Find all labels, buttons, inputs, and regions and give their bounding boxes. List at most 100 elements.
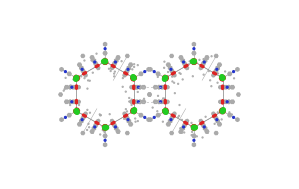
Circle shape [80, 125, 81, 126]
Circle shape [219, 110, 221, 112]
Circle shape [206, 61, 207, 62]
Circle shape [99, 114, 100, 115]
Circle shape [238, 119, 239, 120]
Circle shape [78, 123, 79, 124]
Circle shape [151, 69, 152, 70]
Circle shape [113, 126, 115, 127]
Circle shape [175, 76, 176, 77]
Circle shape [105, 45, 106, 46]
Circle shape [94, 63, 95, 64]
Circle shape [194, 134, 195, 135]
Circle shape [185, 65, 187, 67]
Circle shape [159, 115, 160, 116]
Circle shape [218, 63, 219, 64]
Circle shape [183, 63, 184, 64]
Circle shape [171, 69, 172, 70]
Circle shape [202, 63, 203, 64]
Circle shape [113, 67, 114, 68]
Circle shape [127, 67, 128, 68]
Circle shape [124, 72, 126, 74]
Circle shape [168, 101, 169, 102]
Circle shape [132, 108, 137, 112]
Circle shape [214, 123, 215, 124]
Circle shape [77, 111, 79, 113]
Circle shape [81, 119, 82, 120]
Circle shape [81, 69, 82, 70]
Circle shape [179, 79, 209, 110]
Circle shape [81, 76, 82, 77]
Circle shape [164, 100, 166, 101]
Circle shape [74, 88, 75, 89]
Circle shape [202, 62, 203, 63]
Circle shape [106, 43, 107, 44]
Circle shape [61, 93, 62, 94]
Circle shape [104, 58, 105, 59]
Circle shape [226, 101, 227, 102]
Circle shape [84, 78, 85, 79]
Circle shape [215, 114, 216, 116]
Circle shape [96, 125, 97, 126]
Circle shape [149, 120, 150, 121]
Circle shape [185, 121, 186, 122]
Circle shape [83, 72, 86, 74]
Circle shape [191, 125, 196, 130]
Circle shape [182, 59, 183, 60]
Circle shape [148, 95, 149, 96]
Circle shape [115, 61, 116, 63]
Circle shape [174, 82, 175, 83]
Circle shape [85, 76, 86, 77]
Circle shape [73, 79, 74, 80]
Circle shape [100, 134, 101, 135]
Circle shape [115, 129, 116, 130]
Circle shape [162, 100, 164, 101]
Circle shape [191, 135, 192, 136]
Circle shape [115, 125, 116, 126]
Circle shape [142, 115, 143, 116]
Circle shape [184, 66, 186, 67]
Circle shape [139, 115, 140, 116]
Circle shape [112, 122, 114, 124]
Circle shape [61, 70, 62, 71]
Circle shape [180, 58, 181, 59]
Circle shape [94, 126, 95, 127]
Circle shape [97, 69, 98, 70]
Circle shape [71, 102, 72, 103]
Circle shape [171, 68, 172, 69]
Circle shape [187, 121, 188, 122]
Circle shape [138, 102, 139, 103]
Circle shape [115, 64, 116, 65]
Circle shape [119, 57, 120, 58]
Circle shape [137, 100, 138, 101]
Circle shape [97, 123, 99, 124]
Circle shape [233, 88, 234, 89]
Circle shape [78, 63, 79, 64]
Circle shape [181, 132, 182, 133]
Circle shape [228, 85, 229, 86]
Circle shape [92, 130, 93, 131]
Circle shape [160, 102, 161, 103]
Circle shape [74, 86, 75, 87]
Circle shape [83, 73, 84, 75]
Circle shape [83, 114, 84, 116]
Circle shape [151, 68, 152, 69]
Circle shape [74, 101, 75, 102]
Circle shape [195, 126, 197, 127]
Circle shape [228, 103, 229, 104]
Circle shape [128, 69, 129, 70]
Circle shape [214, 114, 215, 115]
Circle shape [106, 144, 107, 145]
Circle shape [194, 125, 196, 126]
Circle shape [68, 102, 70, 103]
Circle shape [183, 125, 184, 126]
Circle shape [148, 94, 149, 95]
Circle shape [222, 100, 223, 101]
Circle shape [131, 77, 132, 79]
Circle shape [114, 76, 115, 77]
Circle shape [159, 73, 160, 74]
Circle shape [75, 112, 77, 114]
Circle shape [141, 74, 142, 75]
Circle shape [163, 111, 165, 113]
Circle shape [193, 125, 197, 130]
Circle shape [162, 121, 163, 122]
Circle shape [103, 125, 108, 130]
